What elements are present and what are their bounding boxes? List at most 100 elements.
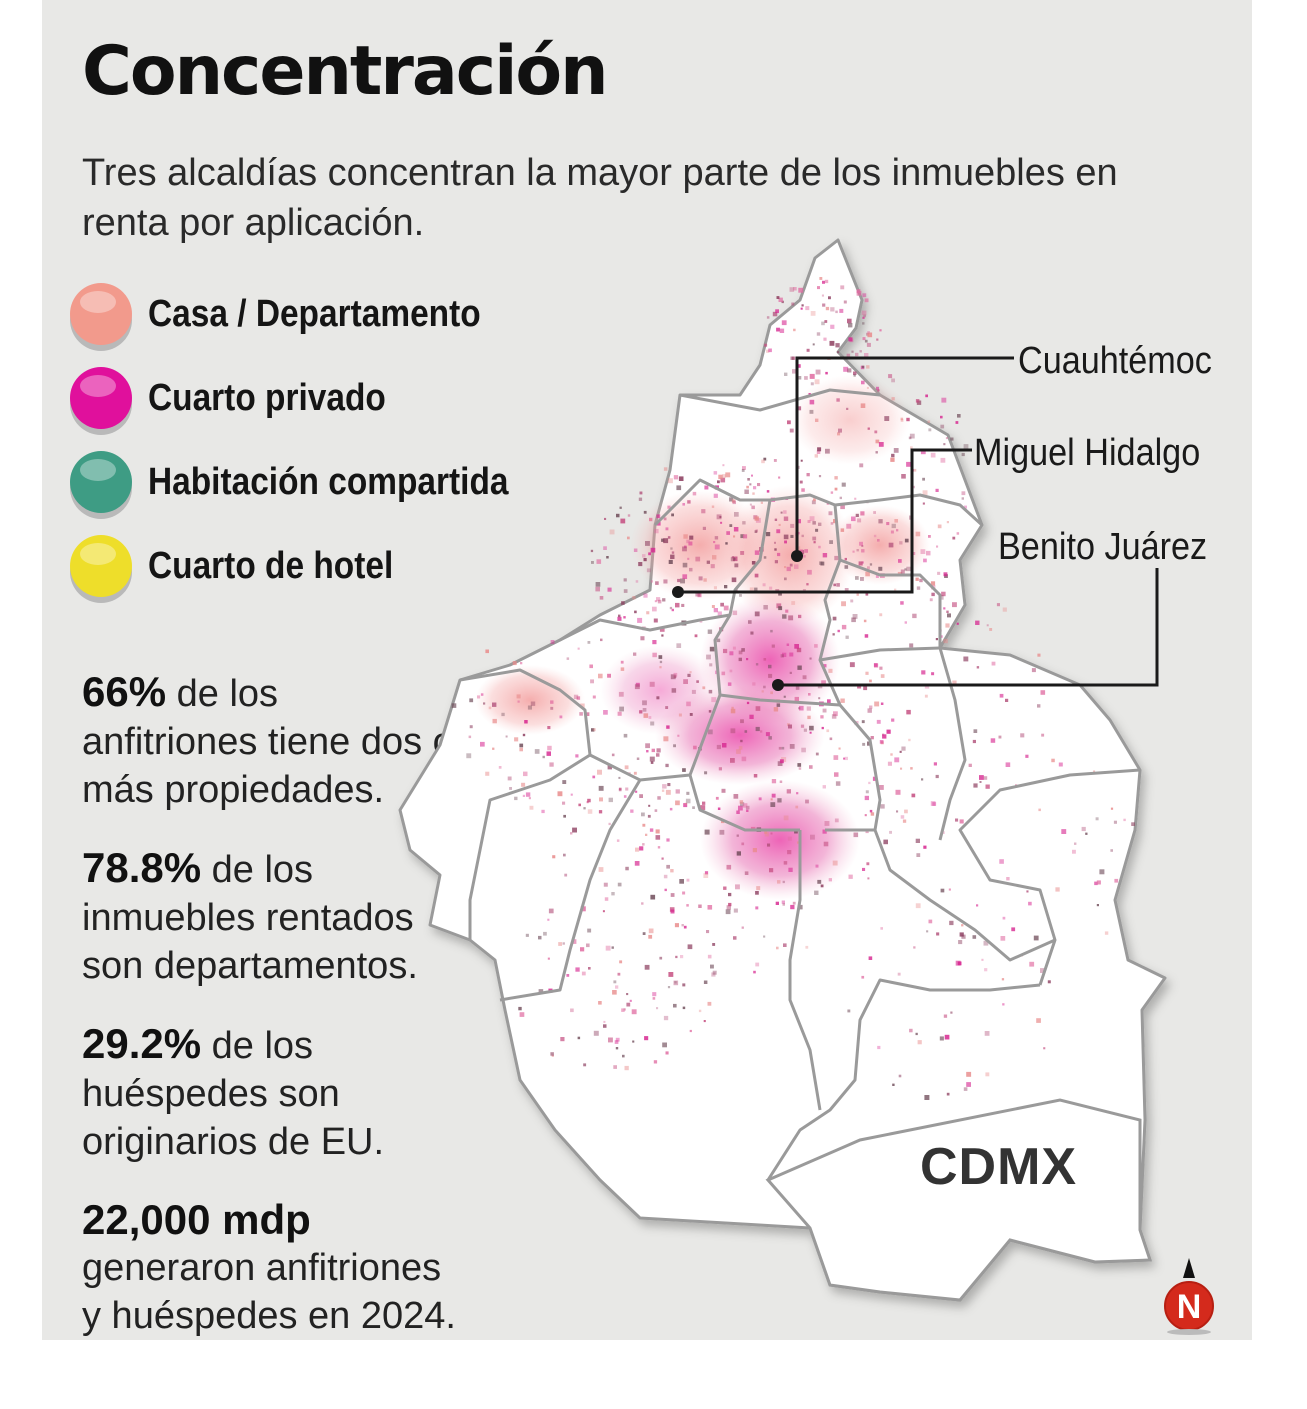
rental-dot — [866, 342, 871, 347]
rental-dot — [713, 541, 716, 544]
rental-dot — [566, 974, 570, 977]
rental-dot — [726, 905, 731, 910]
rental-dot — [1000, 936, 1006, 941]
rental-dot — [973, 783, 978, 788]
rental-dot — [753, 970, 756, 974]
rental-dot — [796, 519, 801, 524]
rental-dot — [835, 343, 840, 348]
rental-dot — [749, 587, 754, 592]
rental-dot — [864, 795, 869, 801]
rental-dot — [590, 549, 594, 553]
rental-dot — [599, 797, 603, 802]
rental-dot — [600, 638, 603, 642]
rental-dot — [703, 578, 707, 582]
rental-dot — [659, 666, 662, 669]
rental-dot — [824, 821, 830, 826]
rental-dot — [855, 576, 859, 580]
rental-dot — [816, 450, 821, 454]
rental-dot — [527, 705, 532, 710]
rental-dot — [912, 552, 916, 555]
rental-dot — [948, 888, 951, 891]
rental-dot — [723, 886, 727, 890]
rental-dot — [844, 756, 848, 761]
rental-dot — [749, 503, 752, 506]
rental-dot — [525, 792, 531, 797]
rental-dot — [864, 298, 869, 303]
rental-dot — [813, 498, 816, 502]
rental-dot — [915, 1032, 918, 1036]
rental-dot — [778, 746, 782, 750]
rental-dot — [678, 476, 684, 481]
rental-dot — [746, 485, 749, 489]
rental-dot — [805, 945, 809, 949]
rental-dot — [781, 900, 785, 904]
rental-dot — [740, 534, 745, 539]
callout-lines — [678, 356, 1159, 687]
rental-dot — [615, 1047, 619, 1050]
rental-dot — [654, 600, 657, 603]
rental-dot — [663, 874, 668, 879]
rental-dot — [516, 694, 521, 699]
rental-dot — [733, 527, 739, 532]
rental-dot — [790, 904, 795, 910]
rental-dot — [682, 891, 686, 895]
rental-dot — [799, 705, 804, 711]
callout-label-miguel-hidalgo: Miguel Hidalgo — [974, 432, 1201, 474]
rental-dot — [552, 855, 556, 859]
rental-dot — [893, 448, 899, 453]
rental-dot — [864, 353, 869, 358]
rental-dot — [780, 511, 783, 514]
rental-dot — [1095, 817, 1099, 821]
rental-dot — [564, 873, 568, 877]
rental-dot — [752, 682, 756, 686]
rental-dot — [858, 561, 863, 566]
rental-dot — [657, 846, 661, 849]
rental-dot — [652, 606, 657, 612]
rental-dot — [682, 574, 688, 579]
rental-dot — [739, 800, 744, 804]
rental-dot — [771, 644, 775, 648]
rental-dot — [844, 588, 849, 592]
rental-dot — [623, 578, 627, 582]
rental-dot — [766, 349, 770, 353]
rental-dot — [751, 474, 753, 477]
rental-dot — [946, 521, 949, 524]
rental-dot — [668, 559, 673, 564]
rental-dot — [671, 513, 674, 517]
rental-dot — [739, 594, 742, 597]
rental-dot — [624, 1065, 629, 1071]
rental-dot — [913, 468, 917, 472]
rental-dot — [714, 536, 719, 540]
rental-dot — [865, 790, 869, 794]
rental-dot — [562, 801, 566, 805]
rental-dot — [829, 540, 833, 544]
rental-dot — [952, 536, 956, 540]
rental-dot — [587, 798, 591, 803]
rental-dot — [659, 956, 663, 960]
rental-dot — [804, 549, 808, 553]
rental-dot — [777, 880, 781, 884]
rental-dot — [652, 640, 657, 645]
rental-dot — [1110, 849, 1113, 852]
rental-dot — [891, 397, 895, 401]
rental-dot — [598, 810, 603, 814]
rental-dot — [784, 566, 787, 569]
rental-dot — [725, 542, 728, 545]
rental-dot — [560, 1037, 565, 1042]
rental-dot — [670, 909, 675, 914]
rental-dot — [477, 695, 481, 699]
rental-dot — [899, 541, 903, 545]
rental-dot — [648, 804, 651, 807]
rental-dot — [596, 559, 602, 564]
rental-dot — [975, 620, 980, 625]
rental-dot — [865, 592, 869, 596]
rental-dot — [746, 658, 749, 661]
rental-dot — [666, 838, 670, 842]
rental-dot — [656, 748, 661, 753]
stat-text: generaron anfitriones y huéspedes en 202… — [82, 1247, 456, 1337]
rental-dot — [666, 725, 670, 729]
rental-dot — [895, 789, 901, 795]
legend-item-cuarto-privado: Cuarto privado — [70, 367, 418, 429]
rental-dot — [656, 1007, 659, 1010]
rental-dot — [591, 561, 594, 564]
